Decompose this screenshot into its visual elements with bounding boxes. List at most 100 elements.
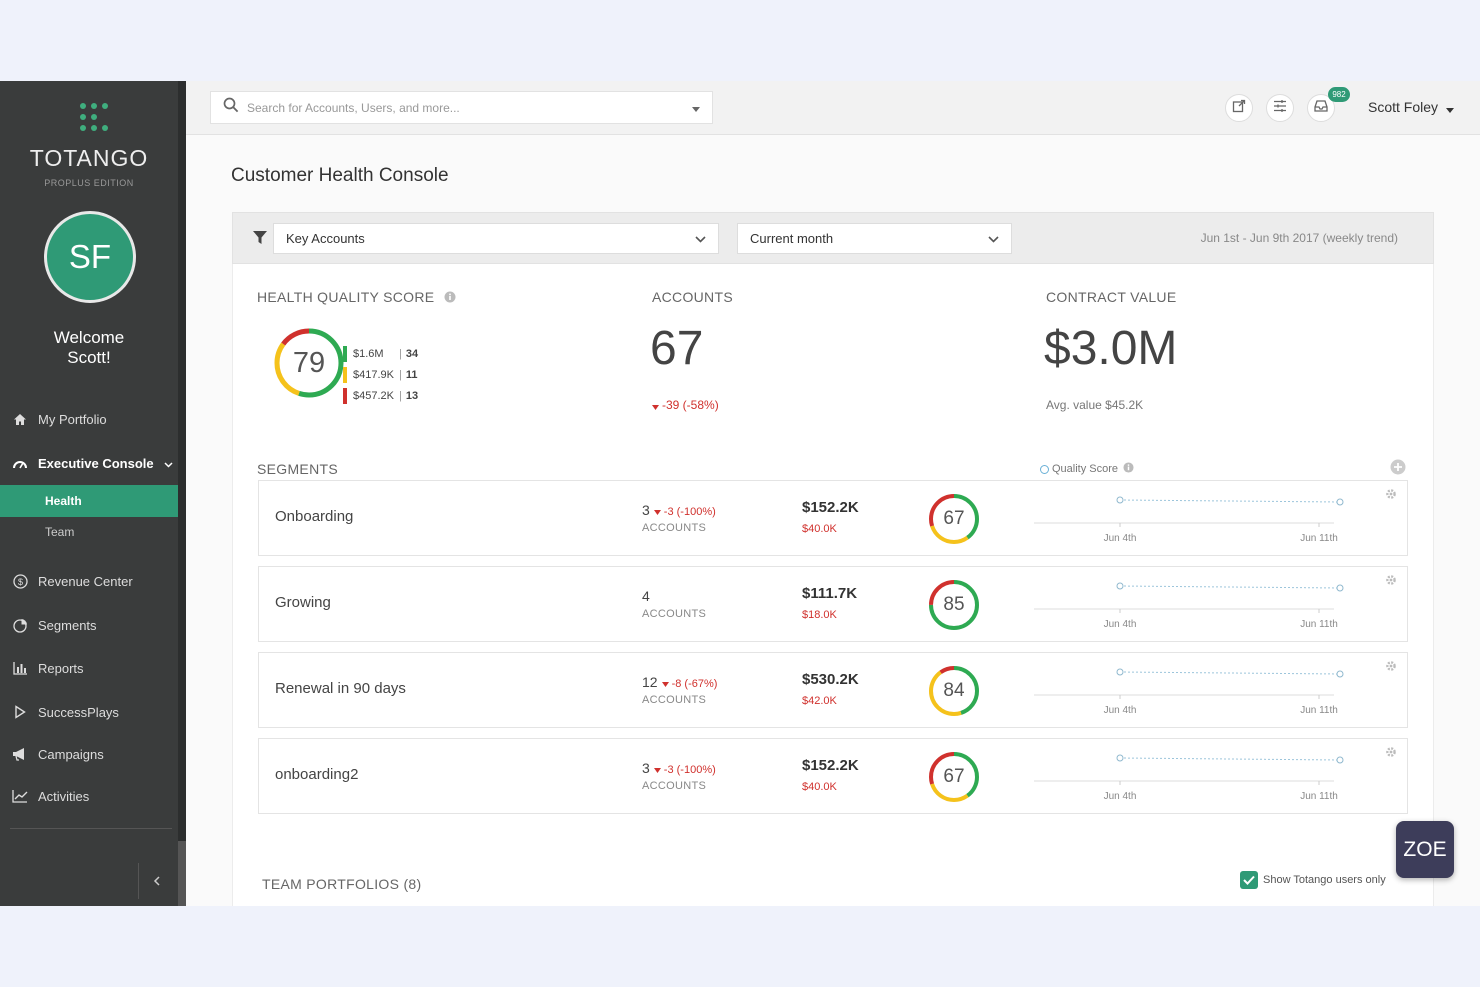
show-totango-users-toggle[interactable]: Show Totango users only — [1240, 871, 1386, 889]
nav-item-successplays[interactable]: SuccessPlays — [0, 696, 178, 728]
gear-icon[interactable] — [1385, 574, 1397, 589]
segment-filter-select[interactable]: Key Accounts — [273, 223, 719, 254]
sparkline-line — [1119, 757, 1341, 761]
segment-trend-sparkline: Jun 4th Jun 11th — [1034, 489, 1344, 551]
sparkline-point[interactable] — [1336, 670, 1344, 678]
sparkline-point[interactable] — [1116, 754, 1124, 762]
nav-item-activities[interactable]: Activities — [0, 780, 178, 812]
scrollbar-thumb[interactable] — [178, 841, 186, 906]
legend-swatch — [343, 388, 347, 404]
sidebar-scrollbar[interactable] — [178, 81, 186, 906]
nav-item-my-portfolio[interactable]: My Portfolio — [0, 403, 178, 435]
team-portfolios-label: TEAM PORTFOLIOS (8) — [262, 876, 422, 892]
zoe-assistant-button[interactable]: ZOE — [1396, 821, 1454, 878]
segment-delta: -3 (-100%) — [653, 506, 716, 518]
nav-item-revenue-center[interactable]: $ Revenue Center — [0, 565, 178, 597]
segment-name[interactable]: Onboarding — [275, 508, 354, 525]
segment-trend-sparkline: Jun 4th Jun 11th — [1034, 661, 1344, 723]
nav-item-executive-console[interactable]: Executive Console — [0, 447, 178, 479]
gauge-segment-red — [929, 580, 979, 630]
tasks-button[interactable] — [1266, 94, 1294, 122]
page-title: Customer Health Console — [231, 165, 449, 186]
chevron-down-icon — [164, 456, 173, 471]
legend-divider: | — [399, 369, 402, 381]
sparkline-x-label: Jun 11th — [1300, 705, 1338, 716]
legend-divider: | — [399, 348, 402, 360]
legend-count: 34 — [405, 348, 419, 360]
brand-edition: PROPLUS EDITION — [44, 178, 134, 188]
info-icon[interactable] — [444, 290, 456, 306]
user-name: Scott Foley — [1368, 99, 1439, 115]
sparkline-point[interactable] — [1336, 498, 1344, 506]
nav-label: My Portfolio — [38, 411, 107, 427]
info-icon[interactable] — [1123, 462, 1134, 476]
nav-item-health[interactable]: Health — [0, 485, 178, 517]
health-score-gauge: 79 — [271, 325, 347, 401]
gauge-segment-yellow — [929, 494, 979, 544]
segment-row[interactable]: Growing 4 ACCOUNTS $111.7K $18.0K 85 Jun 4th Ju… — [258, 566, 1408, 642]
nav-item-reports[interactable]: Reports — [0, 652, 178, 684]
segment-delta: -8 (-67%) — [661, 678, 717, 690]
nav-item-segments[interactable]: Segments — [0, 609, 178, 641]
sparkline-point[interactable] — [1116, 496, 1124, 504]
segment-row[interactable]: Onboarding 3 -3 (-100%) ACCOUNTS $152.2K $40.… — [258, 480, 1408, 556]
sparkline-x-label: Jun 11th — [1300, 619, 1338, 630]
gear-icon[interactable] — [1385, 660, 1397, 675]
filter-icon[interactable] — [253, 231, 267, 249]
sparkline-x-label: Jun 11th — [1300, 533, 1338, 544]
sparkline-x-label: Jun 4th — [1104, 791, 1137, 802]
sparkline-point[interactable] — [1336, 756, 1344, 764]
nav-item-team[interactable]: Team — [45, 525, 75, 539]
user-menu[interactable]: Scott Foley — [1368, 99, 1454, 116]
segment-accounts-label: ACCOUNTS — [642, 522, 707, 534]
checkbox-checked-icon[interactable] — [1240, 871, 1258, 889]
health-card: HEALTH QUALITY SCORE 79 $1.6M | 34 $417.… — [232, 264, 1434, 906]
health-quality-score-label: HEALTH QUALITY SCORE — [257, 289, 456, 306]
legend-value: $457.2K — [353, 390, 394, 402]
segment-count-value: 4 — [642, 588, 650, 604]
sidebar: TOTANGO PROPLUS EDITION SF Welcome Scott… — [0, 81, 178, 906]
chevron-down-icon — [695, 231, 706, 246]
health-legend-row: $1.6M | 34 — [343, 346, 418, 362]
add-segment-icon[interactable] — [1390, 459, 1406, 480]
caret-down-icon[interactable] — [692, 99, 700, 117]
segment-name[interactable]: onboarding2 — [275, 766, 359, 783]
collapse-sidebar-button[interactable] — [138, 863, 174, 899]
segment-name[interactable]: Growing — [275, 594, 331, 611]
gear-icon[interactable] — [1385, 488, 1397, 503]
segment-value: $152.2K — [802, 499, 859, 516]
select-value: Current month — [750, 231, 834, 246]
search-input[interactable]: Search for Accounts, Users, and more... — [247, 100, 460, 115]
segment-count: 4 — [642, 588, 650, 604]
sparkline-point[interactable] — [1336, 584, 1344, 592]
nav-label: Reports — [38, 660, 84, 676]
gauge-segment-red — [929, 494, 979, 544]
caret-down-icon — [1445, 100, 1454, 116]
segment-value: $152.2K — [802, 757, 859, 774]
nav-item-campaigns[interactable]: Campaigns — [0, 738, 178, 770]
gauge-icon — [12, 455, 28, 471]
export-button[interactable] — [1225, 94, 1253, 122]
chevron-down-icon — [988, 231, 999, 246]
segment-row[interactable]: Renewal in 90 days 12 -8 (-67%) ACCOUNTS $53… — [258, 652, 1408, 728]
caret-down-icon — [653, 767, 661, 773]
pie-chart-icon — [12, 617, 28, 633]
segment-trend-sparkline: Jun 4th Jun 11th — [1034, 747, 1344, 809]
export-icon — [1232, 99, 1246, 118]
search-bar[interactable]: Search for Accounts, Users, and more... — [210, 91, 713, 124]
segment-name[interactable]: Renewal in 90 days — [275, 680, 406, 697]
chevron-left-icon — [153, 873, 160, 889]
sparkline-point[interactable] — [1116, 668, 1124, 676]
segment-count-value: 3 — [642, 502, 650, 518]
gear-icon[interactable] — [1385, 746, 1397, 761]
segment-row[interactable]: onboarding2 3 -3 (-100%) ACCOUNTS $152.2K $40… — [258, 738, 1408, 814]
legend-divider: | — [399, 390, 402, 402]
avatar[interactable]: SF — [44, 211, 136, 303]
sparkline-point[interactable] — [1116, 582, 1124, 590]
gauge-segment-red — [274, 328, 344, 398]
legend-swatch — [343, 346, 347, 362]
circle-icon — [1040, 464, 1049, 474]
period-filter-select[interactable]: Current month — [737, 223, 1012, 254]
nav-label: Activities — [38, 788, 90, 804]
megaphone-icon — [12, 746, 28, 762]
